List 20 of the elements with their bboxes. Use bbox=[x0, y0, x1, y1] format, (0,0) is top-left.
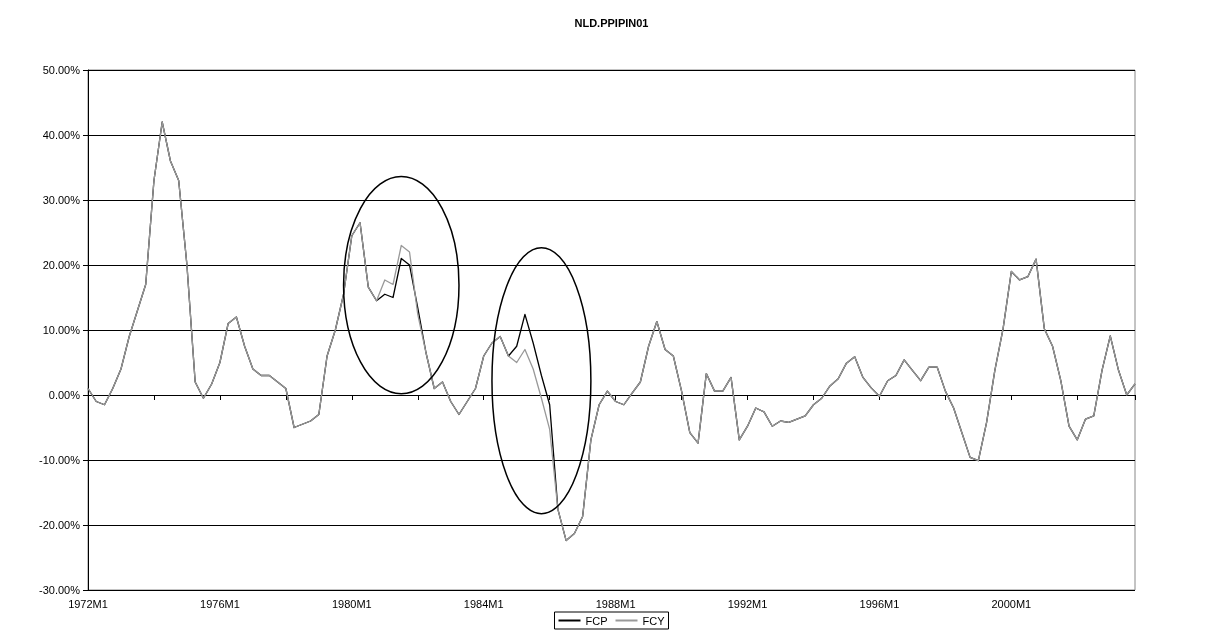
y-tick-label: 40.00% bbox=[42, 129, 81, 141]
x-tick-label: 1992M1 bbox=[727, 597, 768, 610]
y-tick-label: 10.00% bbox=[42, 324, 81, 336]
x-tick-label: 1996M1 bbox=[859, 597, 900, 610]
y-tick-label: -10.00% bbox=[39, 454, 81, 466]
y-tick-label: -20.00% bbox=[39, 519, 81, 531]
y-tick-label: 20.00% bbox=[42, 259, 81, 271]
legend-label: FCP bbox=[585, 614, 608, 627]
x-tick-label: 1984M1 bbox=[463, 597, 504, 610]
x-tick-label: 1988M1 bbox=[595, 597, 636, 610]
y-tick-label: 30.00% bbox=[42, 194, 81, 206]
y-tick-label: 50.00% bbox=[42, 64, 81, 76]
y-tick-label: 0.00% bbox=[48, 389, 81, 401]
x-tick-label: 1976M1 bbox=[200, 597, 240, 610]
y-tick-label: -30.00% bbox=[39, 584, 81, 596]
x-tick-label: 1972M1 bbox=[68, 597, 108, 610]
chart-title: NLD.PPIPIN01 bbox=[574, 16, 649, 29]
x-tick-label: 2000M1 bbox=[991, 597, 1032, 610]
x-tick-label: 1980M1 bbox=[331, 597, 372, 610]
legend-label: FCY bbox=[642, 614, 666, 627]
